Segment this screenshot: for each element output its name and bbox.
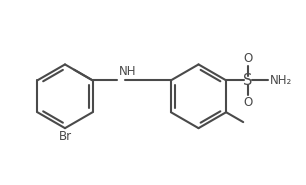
Text: NH: NH bbox=[118, 65, 136, 78]
Text: O: O bbox=[243, 96, 252, 109]
Text: Br: Br bbox=[58, 130, 72, 143]
Text: O: O bbox=[243, 52, 252, 65]
Text: NH₂: NH₂ bbox=[270, 74, 292, 87]
Text: S: S bbox=[243, 73, 253, 88]
